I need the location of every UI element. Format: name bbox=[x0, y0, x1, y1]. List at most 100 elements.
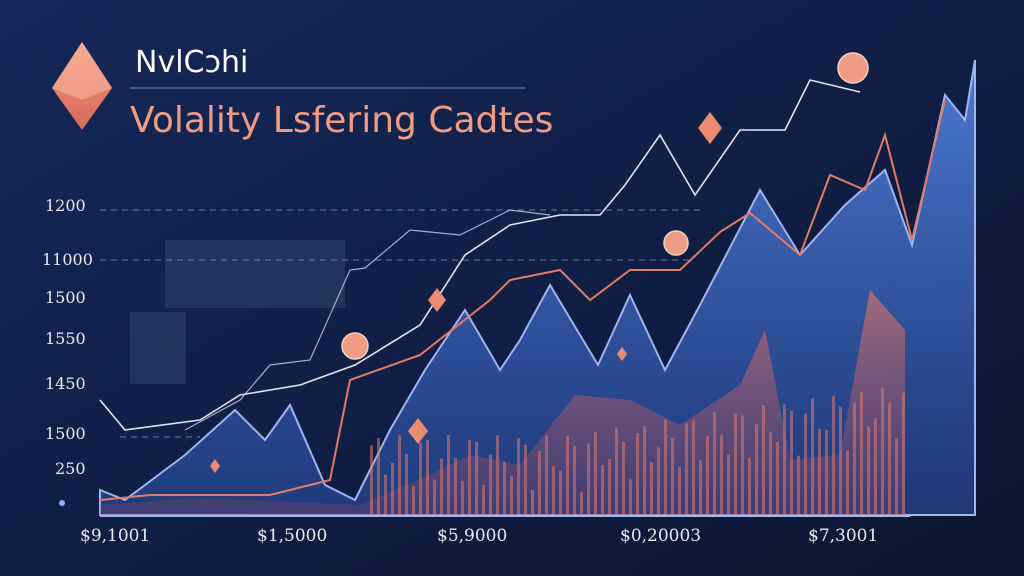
decor-bar bbox=[601, 464, 604, 515]
decor-bar bbox=[685, 423, 688, 515]
decor-bar bbox=[503, 461, 506, 515]
x-labels: $9,1001 $1,5000 $5,9000 $0,20003 $7,3001 bbox=[80, 526, 878, 546]
decor-bar bbox=[657, 447, 660, 515]
decor-bar bbox=[853, 402, 856, 515]
decor-bar bbox=[720, 434, 723, 515]
decor-bar bbox=[370, 445, 373, 515]
decor-bar bbox=[559, 470, 562, 515]
panel bbox=[130, 312, 186, 384]
decor-bar bbox=[566, 435, 569, 515]
decor-bar bbox=[650, 462, 653, 515]
decor-bar bbox=[636, 433, 639, 515]
decor-bar bbox=[622, 441, 625, 515]
decor-bar bbox=[377, 437, 380, 515]
decor-bar bbox=[818, 428, 821, 515]
decor-bar bbox=[552, 466, 555, 515]
y-label: 1550 bbox=[45, 329, 86, 348]
decor-bar bbox=[489, 454, 492, 515]
y-label: 1500 bbox=[45, 424, 86, 443]
orange-line bbox=[99, 99, 946, 501]
decor-bar bbox=[762, 404, 765, 515]
brand: NvlCɔhi bbox=[135, 45, 248, 80]
dot bbox=[59, 500, 65, 506]
decor-bar bbox=[776, 442, 779, 515]
decor-bar bbox=[734, 413, 737, 515]
decor-bar bbox=[440, 458, 443, 515]
decor-bar bbox=[664, 419, 667, 515]
decor-bar bbox=[594, 431, 597, 515]
decor-bar bbox=[713, 412, 716, 515]
decor-bar bbox=[496, 435, 499, 515]
decor-bar bbox=[538, 450, 541, 515]
decor-bar bbox=[587, 443, 590, 515]
decor-bar bbox=[475, 442, 478, 515]
y-label: 1200 bbox=[45, 196, 86, 215]
decor-bar bbox=[419, 442, 422, 515]
bars bbox=[370, 387, 905, 515]
decor-bar bbox=[629, 479, 632, 515]
decor-bar bbox=[699, 460, 702, 515]
decor-bar bbox=[531, 489, 534, 515]
decor-bar bbox=[482, 484, 485, 515]
decor-bar bbox=[881, 387, 884, 515]
decor-bar bbox=[573, 445, 576, 515]
decor-bar bbox=[608, 459, 611, 515]
decor-bar bbox=[902, 392, 905, 515]
logo bbox=[52, 42, 112, 130]
y-label: 1450 bbox=[45, 374, 86, 393]
decor-bar bbox=[405, 453, 408, 515]
decor-bar bbox=[888, 402, 891, 515]
x-label: $1,5000 bbox=[257, 526, 327, 546]
decor-bar bbox=[412, 485, 415, 515]
title: Volality Lsfering Cadtes bbox=[130, 100, 553, 141]
decor-bar bbox=[811, 398, 814, 515]
decor-bar bbox=[398, 435, 401, 515]
decor-bar bbox=[678, 466, 681, 515]
decor-bar bbox=[846, 450, 849, 515]
x-label: $9,1001 bbox=[80, 526, 150, 546]
dashed-guides bbox=[100, 209, 700, 438]
decor-bar bbox=[790, 410, 793, 515]
y-label: 250 bbox=[55, 459, 86, 478]
decor-bar bbox=[727, 454, 730, 515]
x-label: $7,3001 bbox=[808, 526, 878, 546]
red-area bbox=[100, 290, 905, 515]
decor-bar bbox=[615, 427, 618, 515]
decor-bar bbox=[517, 438, 520, 515]
thin-line bbox=[184, 209, 551, 431]
coin-icons bbox=[341, 52, 869, 360]
decor-bar bbox=[839, 406, 842, 515]
decor-bar bbox=[433, 479, 436, 515]
y-labels: 1200 11000 1500 1550 1450 1500 250 bbox=[42, 196, 93, 478]
decor-bar bbox=[426, 439, 429, 515]
decor-bar bbox=[769, 431, 772, 515]
x-label: $0,20003 bbox=[620, 526, 701, 546]
decor-bar bbox=[545, 435, 548, 515]
decor-bar bbox=[692, 420, 695, 515]
decor-bar bbox=[643, 425, 646, 515]
white-line bbox=[99, 79, 861, 431]
decor-bar bbox=[468, 440, 471, 515]
decor-bar bbox=[391, 462, 394, 515]
decor-bar bbox=[447, 435, 450, 515]
decor-bar bbox=[671, 438, 674, 515]
decor-bar bbox=[755, 424, 758, 515]
decor-bar bbox=[748, 457, 751, 515]
decor-bar bbox=[783, 404, 786, 515]
panel bbox=[165, 240, 345, 308]
x-label: $5,9000 bbox=[437, 526, 507, 546]
decor-bar bbox=[741, 415, 744, 515]
decor-bar bbox=[384, 474, 387, 515]
decor-bar bbox=[895, 438, 898, 515]
decor-bar bbox=[510, 475, 513, 515]
decor-bar bbox=[706, 435, 709, 515]
decor-bar bbox=[825, 429, 828, 515]
decor-bar bbox=[860, 392, 863, 515]
diamond-icons bbox=[210, 112, 722, 473]
decor-bar bbox=[804, 413, 807, 515]
decor-bar bbox=[797, 455, 800, 515]
decor-bar bbox=[874, 417, 877, 515]
y-label: 11000 bbox=[42, 250, 93, 269]
